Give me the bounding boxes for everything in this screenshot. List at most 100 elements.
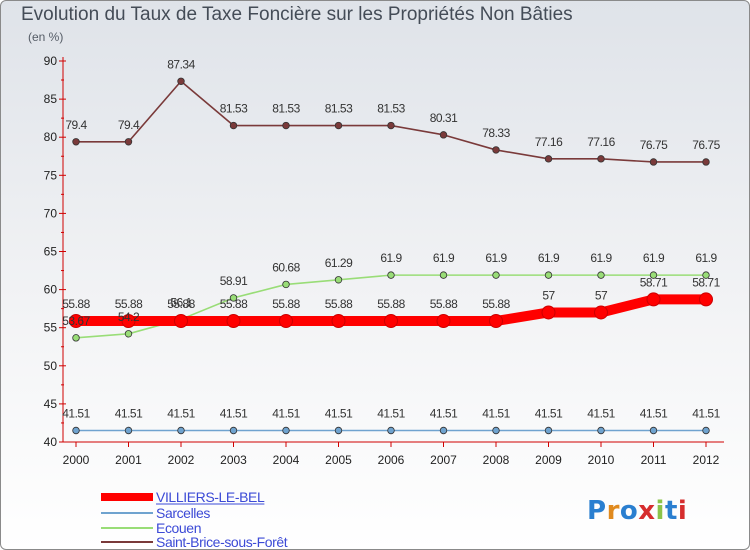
data-point <box>387 271 395 279</box>
x-tick-label: 2007 <box>430 453 457 467</box>
x-tick-label: 2009 <box>535 453 562 467</box>
data-point <box>489 313 503 328</box>
data-point <box>229 426 238 435</box>
data-label: 79.4 <box>118 118 140 132</box>
data-point <box>699 292 713 307</box>
y-tick-label: 60 <box>44 283 58 297</box>
x-tick-label: 2006 <box>378 453 405 467</box>
data-point <box>334 426 343 435</box>
data-label: 61.9 <box>433 251 455 265</box>
x-tick-label: 2012 <box>693 453 720 467</box>
y-tick-label: 50 <box>44 359 58 373</box>
data-label: 58.71 <box>640 275 668 289</box>
data-point <box>544 155 553 163</box>
data-label: 56.1 <box>170 295 192 309</box>
data-label: 81.53 <box>272 102 300 116</box>
data-point <box>384 313 398 328</box>
data-point <box>649 426 658 435</box>
data-point <box>702 426 710 435</box>
data-label: 80.31 <box>430 111 458 125</box>
y-tick-label: 70 <box>44 206 58 220</box>
data-label: 41.51 <box>587 406 615 420</box>
data-label: 60.68 <box>272 260 300 274</box>
data-point <box>597 271 605 279</box>
x-tick-label: 2008 <box>483 453 510 467</box>
data-label: 55.88 <box>167 297 195 311</box>
data-point <box>174 313 188 328</box>
data-label: 79.4 <box>65 118 87 132</box>
data-point <box>544 426 553 435</box>
logo-letter: i <box>678 496 687 526</box>
data-point <box>229 121 238 130</box>
data-label: 41.51 <box>640 406 668 420</box>
data-point <box>492 146 500 154</box>
data-label: 61.9 <box>590 251 612 265</box>
x-tick-label: 2001 <box>115 453 142 467</box>
y-tick-label: 85 <box>44 92 58 106</box>
data-point <box>124 330 133 338</box>
data-point <box>124 138 133 146</box>
data-label: 53.67 <box>62 314 90 328</box>
data-label: 61.9 <box>380 251 402 265</box>
data-label: 41.51 <box>430 406 458 420</box>
y-tick-label: 40 <box>44 435 58 449</box>
data-point <box>649 158 658 166</box>
data-labels: 55.88 55.88 55.88 55.88 55.88 55.88 55.88 55.88… <box>62 57 721 420</box>
data-point <box>439 426 448 435</box>
y-tick-label: 80 <box>44 130 58 144</box>
data-point <box>282 121 290 130</box>
data-label: 41.51 <box>692 406 720 420</box>
legend: VILLIERS-LE-BELSarcellesEcouenSaint-Bric… <box>101 489 288 549</box>
data-point <box>597 155 605 163</box>
data-label: 55.88 <box>115 297 143 311</box>
data-label: 76.75 <box>640 138 668 152</box>
data-label: 61.9 <box>643 251 665 265</box>
x-tick-label: 2010 <box>588 453 615 467</box>
data-label: 78.33 <box>482 126 510 140</box>
data-label: 76.75 <box>692 138 720 152</box>
data-point <box>177 77 185 85</box>
data-point <box>702 158 710 166</box>
data-label: 54.2 <box>118 310 140 324</box>
data-point <box>334 276 343 284</box>
data-label: 41.51 <box>377 406 405 420</box>
data-point <box>387 426 395 435</box>
data-label: 77.16 <box>587 135 615 149</box>
data-label: 55.88 <box>377 297 405 311</box>
data-point <box>544 271 553 279</box>
logo-letter: r <box>607 496 620 526</box>
data-point <box>72 334 80 342</box>
data-label: 61.9 <box>485 251 507 265</box>
x-tick-label: 2002 <box>168 453 195 467</box>
data-point <box>177 426 185 435</box>
x-tick-label: 2003 <box>220 453 247 467</box>
x-tick-label: 2005 <box>325 453 352 467</box>
data-point <box>594 305 608 320</box>
data-point <box>702 271 710 279</box>
data-label: 41.51 <box>272 406 300 420</box>
data-point <box>334 121 343 130</box>
data-label: 41.51 <box>167 406 195 420</box>
data-label: 61.9 <box>538 251 560 265</box>
data-label: 81.53 <box>377 102 405 116</box>
data-point <box>124 426 133 435</box>
data-point <box>439 271 448 279</box>
data-point <box>541 305 556 320</box>
y-tick-label: 75 <box>44 168 58 182</box>
data-label: 61.9 <box>695 251 717 265</box>
data-label: 61.29 <box>325 256 353 270</box>
data-label: 55.88 <box>220 297 248 311</box>
x-tick-label: 2004 <box>273 453 300 467</box>
logo-letter: o <box>620 496 638 526</box>
axes: 40 45 50 55 60 65 70 75 80 85 90 2000 2001 2002 2003 20… <box>44 54 724 467</box>
data-label: 87.34 <box>167 57 195 71</box>
data-point <box>226 313 241 328</box>
y-tick-label: 55 <box>44 321 58 335</box>
data-point <box>229 294 238 302</box>
data-label: 58.71 <box>692 275 720 289</box>
chart-subtitle: (en %) <box>28 30 64 44</box>
data-label: 77.16 <box>535 135 563 149</box>
data-point <box>492 426 500 435</box>
